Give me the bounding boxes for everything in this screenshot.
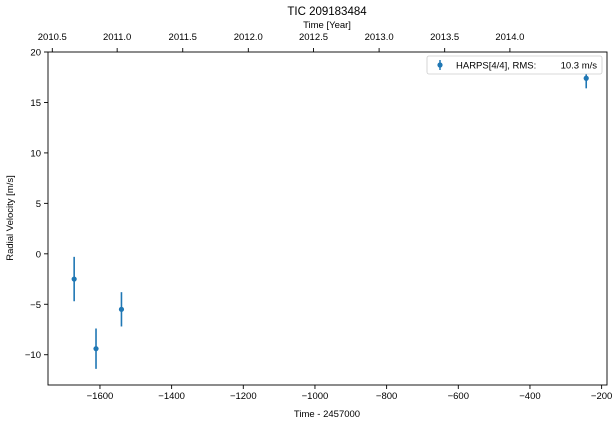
top-x-tick-label: 2012.0 [234, 32, 263, 43]
legend-box [426, 55, 603, 75]
y-tick-label: 10 [30, 148, 41, 159]
top-x-tick-label: 2010.5 [38, 32, 67, 43]
y-tick-label: −10 [25, 350, 41, 361]
y-tick-label: 15 [30, 98, 41, 109]
top-x-tick-label: 2011.0 [103, 32, 131, 43]
y-tick-label: 5 [36, 199, 41, 210]
x-axis-label: Time - 2457000 [294, 409, 360, 420]
x-tick-label: −600 [448, 391, 469, 402]
top-x-tick-label: 2013.5 [430, 32, 459, 43]
y-axis-label: Radial Velocity [m/s] [5, 175, 16, 261]
top-x-tick-label: 2013.0 [365, 32, 394, 43]
data-series [71, 68, 589, 369]
legend-marker-icon [437, 62, 443, 68]
data-point [583, 75, 589, 81]
data-point [71, 276, 77, 282]
x-tick-label: −200 [591, 391, 612, 402]
top-x-tick-label: 2014.0 [495, 32, 524, 43]
x-tick-label: −1600 [87, 391, 114, 402]
legend: HARPS[4/4], RMS: 10.3 m/s [426, 55, 603, 75]
x-tick-label: −1000 [302, 391, 329, 402]
data-point [118, 306, 125, 312]
y-tick-label: 0 [36, 249, 41, 260]
x-tick-label: −800 [376, 391, 397, 402]
y-tick-label: 20 [30, 48, 41, 59]
y-tick-label: −5 [30, 300, 41, 311]
top-x-tick-label: 2012.5 [299, 32, 328, 43]
legend-series-label: HARPS[4/4], RMS: [456, 61, 536, 72]
legend-rms-value: 10.3 m/s [561, 61, 598, 72]
chart-title: TIC 209183484 [287, 6, 367, 18]
x-tick-label: −400 [519, 391, 540, 402]
axis-ticks: −1600 −1400 −1200 −1000 −800 −600 −400 −200 −10 −… [25, 32, 612, 402]
top-x-axis-label: Time [Year] [303, 20, 351, 31]
x-tick-label: −1400 [158, 391, 185, 402]
x-tick-label: −1200 [230, 391, 257, 402]
top-x-tick-label: 2011.5 [169, 32, 197, 43]
plot-area-frame [47, 51, 608, 386]
data-point [93, 346, 99, 352]
